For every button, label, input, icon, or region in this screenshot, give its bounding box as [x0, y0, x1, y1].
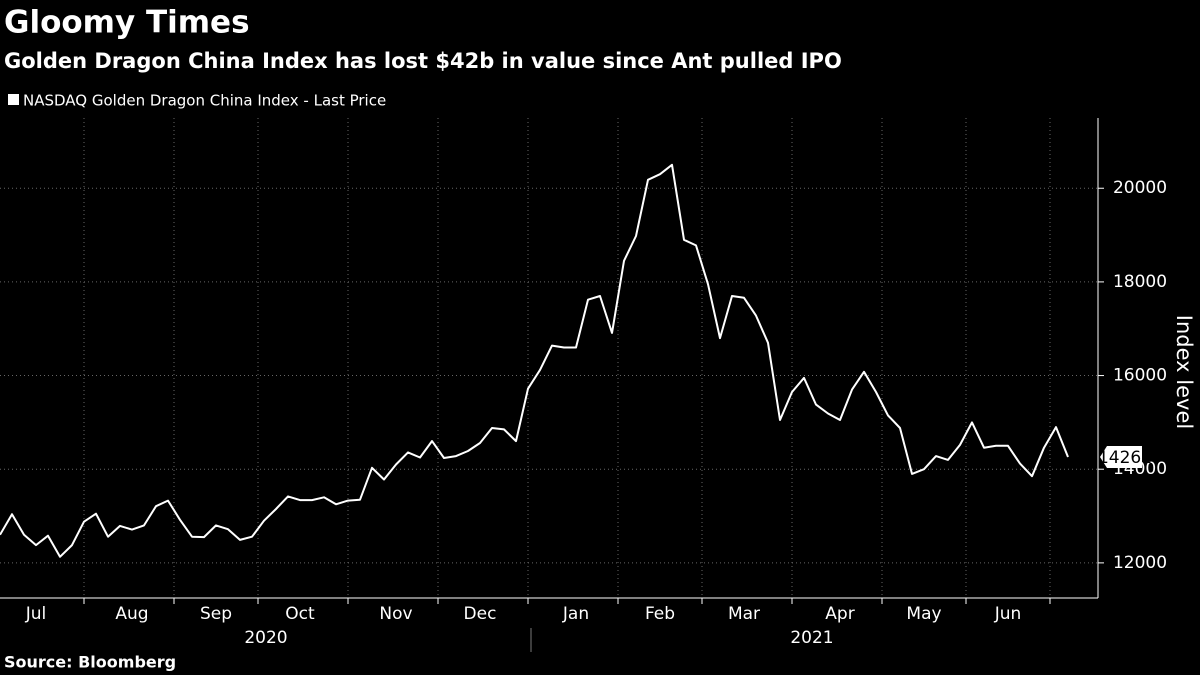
x-tick-label: Jul	[25, 604, 47, 624]
x-tick-label: Mar	[728, 604, 760, 624]
x-tick-label: Feb	[645, 604, 675, 624]
x-tick-label: Apr	[825, 604, 854, 624]
x-tick-label: May	[906, 604, 941, 624]
x-tick-label: Jan	[562, 604, 589, 624]
x-tick-label: Sep	[200, 604, 232, 624]
year-label: 2021	[790, 628, 833, 648]
x-tick-label: Aug	[115, 604, 148, 624]
legend-label: NASDAQ Golden Dragon China Index - Last …	[23, 92, 386, 110]
last-value-label: 14261	[1098, 448, 1152, 468]
chart-subtitle: Golden Dragon China Index has lost $42b …	[4, 49, 842, 73]
x-tick-label: Oct	[285, 604, 315, 624]
y-tick-label: 20000	[1113, 178, 1167, 198]
x-tick-label: Jun	[994, 604, 1022, 624]
chart-title: Gloomy Times	[4, 5, 250, 41]
line-series	[0, 163, 1069, 558]
y-tick-label: 18000	[1113, 272, 1167, 292]
y-tick-label: 16000	[1113, 366, 1167, 386]
legend-swatch	[8, 94, 19, 105]
year-label: 2020	[244, 628, 287, 648]
source: Source: Bloomberg	[4, 653, 176, 672]
x-tick-label: Nov	[379, 604, 412, 624]
x-tick-label: Dec	[464, 604, 497, 624]
y-axis-label: Index level	[1172, 315, 1196, 429]
y-tick-label: 12000	[1113, 553, 1167, 573]
last-value-box	[1100, 445, 1142, 468]
